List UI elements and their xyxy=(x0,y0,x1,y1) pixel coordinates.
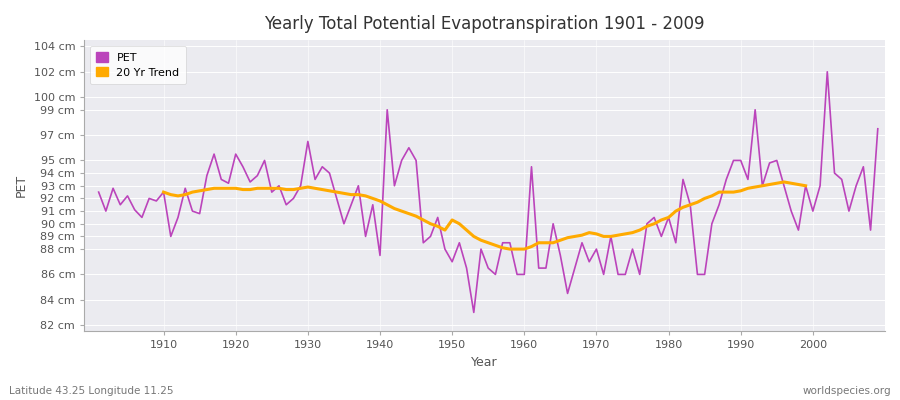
Text: worldspecies.org: worldspecies.org xyxy=(803,386,891,396)
Text: Latitude 43.25 Longitude 11.25: Latitude 43.25 Longitude 11.25 xyxy=(9,386,174,396)
X-axis label: Year: Year xyxy=(472,356,498,369)
Y-axis label: PET: PET xyxy=(15,174,28,197)
Legend: PET, 20 Yr Trend: PET, 20 Yr Trend xyxy=(90,46,186,84)
Title: Yearly Total Potential Evapotranspiration 1901 - 2009: Yearly Total Potential Evapotranspiratio… xyxy=(265,15,705,33)
